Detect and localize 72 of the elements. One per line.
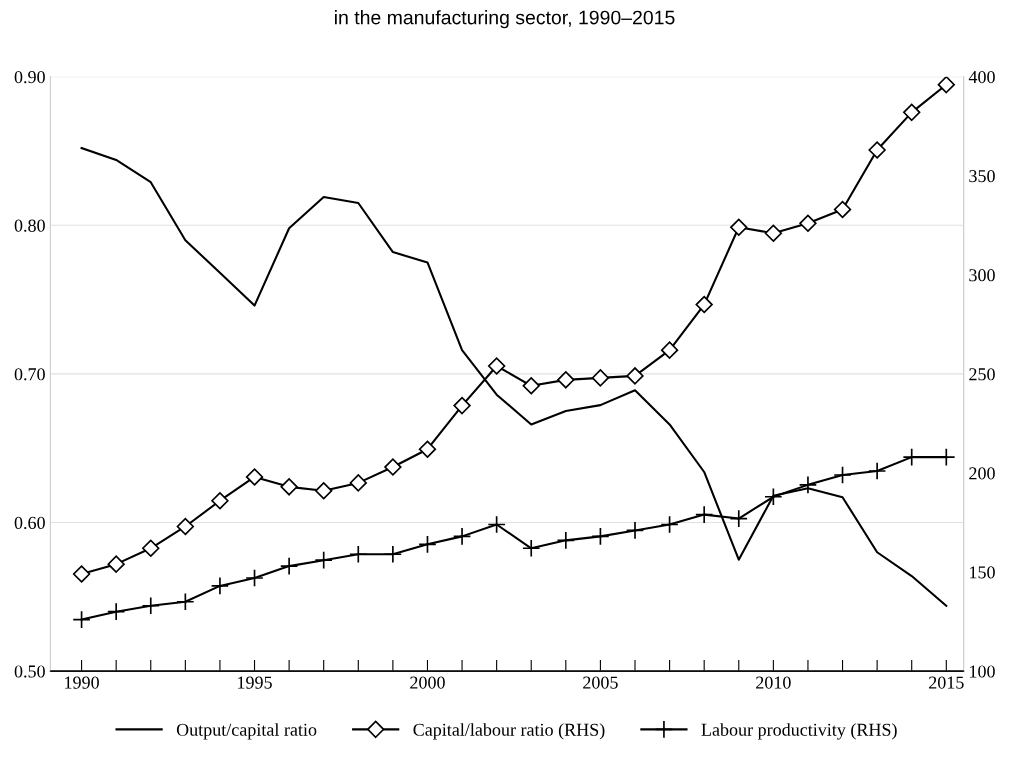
y2-tick-label: 150: [970, 566, 995, 579]
point: [107, 602, 126, 621]
x-tick-label: 2000: [410, 676, 445, 689]
point: [557, 371, 575, 389]
point: [591, 527, 610, 546]
point: [798, 475, 818, 495]
point: [210, 576, 230, 596]
point: [349, 545, 368, 564]
legend-label: Output/capital ratio: [176, 723, 317, 740]
y2-tick-label: 200: [969, 467, 995, 480]
point: [833, 200, 852, 219]
point: [314, 550, 333, 570]
point: [141, 596, 160, 615]
point: [833, 465, 852, 485]
point: [937, 76, 955, 94]
point: [695, 505, 714, 524]
point: [522, 377, 540, 395]
point: [867, 461, 887, 481]
point: [695, 295, 713, 314]
point: [142, 539, 160, 557]
point: [384, 458, 402, 476]
point: [660, 341, 679, 359]
point: [349, 474, 367, 492]
point: [799, 214, 817, 233]
point: [591, 369, 610, 387]
legend-label: Labour productivity (RHS): [701, 723, 897, 740]
chart-title: in the manufacturing sector, 1990–2015: [335, 10, 675, 29]
y2-tick-label: 100: [970, 665, 995, 678]
point: [487, 515, 506, 534]
point: [625, 521, 645, 540]
y2-tick-label: 350: [969, 170, 995, 183]
point: [452, 527, 472, 546]
y-tick-label: 0.80: [14, 219, 45, 232]
point: [556, 531, 575, 550]
point: [72, 565, 91, 583]
point: [211, 492, 229, 510]
point: [72, 610, 91, 629]
y-tick-label: 0.90: [14, 70, 45, 84]
point: [418, 535, 437, 554]
point: [245, 468, 264, 486]
point: [903, 103, 921, 122]
point: [280, 478, 298, 496]
y2-tick-label: 400: [968, 70, 995, 84]
point: [176, 517, 195, 536]
y-tick-label: 0.70: [14, 368, 45, 381]
x-tick-label: 1990: [65, 676, 99, 689]
x-tick-label: 2010: [756, 676, 791, 689]
y2-tick-label: 300: [969, 269, 995, 282]
y-tick-label: 0.60: [14, 516, 45, 530]
point: [453, 396, 471, 415]
point: [626, 367, 644, 385]
y-tick-label: 0.50: [14, 665, 45, 678]
point: [245, 568, 264, 588]
point: [383, 545, 403, 564]
point: [764, 224, 783, 242]
point: [729, 509, 748, 528]
point: [764, 487, 783, 506]
point: [418, 440, 437, 458]
y2-tick-label: 250: [969, 368, 995, 381]
point: [730, 218, 748, 236]
point: [176, 592, 195, 611]
point: [315, 482, 333, 500]
point: [107, 555, 125, 573]
x-tick-label: 2015: [929, 676, 964, 689]
x-tick-label: 1995: [238, 676, 272, 689]
x-tick-label: 2005: [583, 676, 618, 689]
point: [868, 141, 886, 159]
point: [279, 556, 299, 576]
point: [660, 515, 679, 534]
point: [522, 539, 541, 558]
point: [487, 357, 506, 375]
legend-label: Capital/labour ratio (RHS): [413, 723, 605, 740]
